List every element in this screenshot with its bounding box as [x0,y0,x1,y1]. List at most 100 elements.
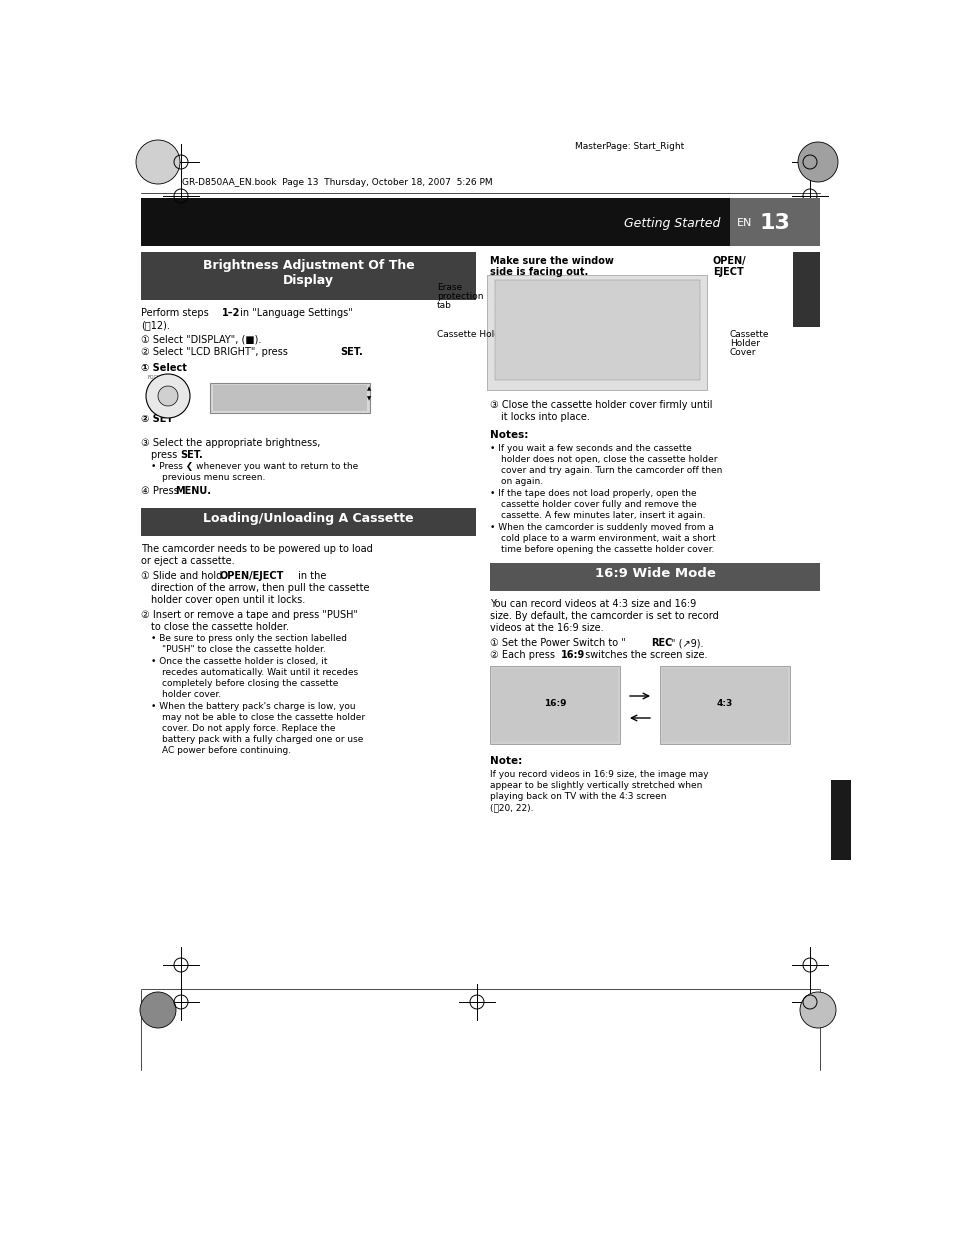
Text: Notes:: Notes: [490,430,528,440]
Text: ▼: ▼ [367,396,371,401]
Text: • Press ❮ whenever you want to return to the: • Press ❮ whenever you want to return to… [151,462,358,471]
Bar [141,198,820,246]
Text: it locks into place.: it locks into place. [500,412,589,422]
Bar [729,198,820,246]
Text: playing back on TV with the 4:3 screen: playing back on TV with the 4:3 screen [490,792,666,802]
Text: EJECT: EJECT [712,267,743,277]
Text: Holder: Holder [729,338,760,348]
Text: OPEN/: OPEN/ [712,256,746,266]
Text: AC power before continuing.: AC power before continuing. [162,746,291,755]
Text: FOCUS: FOCUS [148,375,164,380]
Text: ② Insert or remove a tape and press "PUSH": ② Insert or remove a tape and press "PUS… [141,610,357,620]
Bar [141,252,476,300]
Text: 16:9: 16:9 [543,699,566,709]
Text: holder cover.: holder cover. [162,690,221,699]
Bar [486,275,706,390]
Text: 16:9: 16:9 [560,650,584,659]
Text: • If you wait a few seconds and the cassette: • If you wait a few seconds and the cass… [490,445,691,453]
Text: Perform steps: Perform steps [141,308,212,317]
Text: 4:3: 4:3 [716,699,732,709]
Text: MasterPage: Start_Right: MasterPage: Start_Right [575,142,683,151]
Text: The camcorder needs to be powered up to load: The camcorder needs to be powered up to … [141,543,373,555]
Text: ② Select "LCD BRIGHT", press: ② Select "LCD BRIGHT", press [141,347,291,357]
Text: videos at the 16:9 size.: videos at the 16:9 size. [490,622,603,634]
Circle shape [140,992,175,1028]
Bar [492,668,618,742]
Bar [830,781,850,860]
Text: size. By default, the camcorder is set to record: size. By default, the camcorder is set t… [490,611,718,621]
Text: SET.: SET. [339,347,362,357]
Circle shape [797,142,837,182]
Text: Display: Display [283,274,334,287]
Text: Make sure the window: Make sure the window [490,256,613,266]
Bar [659,666,789,743]
Text: • When the battery pack's charge is low, you: • When the battery pack's charge is low,… [151,701,355,711]
Text: in "Language Settings": in "Language Settings" [236,308,353,317]
Text: Cover: Cover [729,348,756,357]
Text: OPEN/EJECT: OPEN/EJECT [220,571,284,580]
Text: in the: in the [294,571,326,580]
Text: " (↗9).: " (↗9). [670,638,702,648]
Text: ③ Close the cassette holder cover firmly until: ③ Close the cassette holder cover firmly… [490,400,712,410]
Bar [661,668,787,742]
Text: Getting Started: Getting Started [623,216,720,230]
Text: 1–2: 1–2 [222,308,240,317]
Text: protection: protection [436,291,483,301]
Bar [210,383,370,412]
Text: ① Set the Power Switch to ": ① Set the Power Switch to " [490,638,625,648]
Text: cover and try again. Turn the camcorder off then: cover and try again. Turn the camcorder … [500,466,721,475]
Text: • If the tape does not load properly, open the: • If the tape does not load properly, op… [490,489,696,498]
Text: cassette. A few minutes later, insert it again.: cassette. A few minutes later, insert it… [500,511,705,520]
Text: press: press [151,450,180,459]
Text: REC: REC [650,638,672,648]
Text: Loading/Unloading A Cassette: Loading/Unloading A Cassette [203,513,414,525]
Text: Erase: Erase [436,283,461,291]
Text: GR-D850AA_EN.book  Page 13  Thursday, October 18, 2007  5:26 PM: GR-D850AA_EN.book Page 13 Thursday, Octo… [182,178,492,186]
Circle shape [146,374,190,417]
Text: ENGLISH: ENGLISH [836,803,844,836]
Text: battery pack with a fully charged one or use: battery pack with a fully charged one or… [162,735,363,743]
Text: ① Slide and hold: ① Slide and hold [141,571,225,580]
Text: or eject a cassette.: or eject a cassette. [141,556,234,566]
Text: holder cover open until it locks.: holder cover open until it locks. [151,595,305,605]
Text: (ↇ20, 22).: (ↇ20, 22). [490,803,533,811]
Text: may not be able to close the cassette holder: may not be able to close the cassette ho… [162,713,365,722]
Bar [490,563,820,592]
Text: LCD BRIGHT: LCD BRIGHT [220,388,283,398]
Text: previous menu screen.: previous menu screen. [162,473,265,482]
Text: • Be sure to press only the section labelled: • Be sure to press only the section labe… [151,634,347,643]
Text: recedes automatically. Wait until it recedes: recedes automatically. Wait until it rec… [162,668,357,677]
Text: side is facing out.: side is facing out. [490,267,588,277]
Bar [490,666,619,743]
Text: "PUSH" to close the cassette holder.: "PUSH" to close the cassette holder. [162,645,325,655]
Bar [141,508,476,536]
Text: • When the camcorder is suddenly moved from a: • When the camcorder is suddenly moved f… [490,522,713,532]
Circle shape [800,992,835,1028]
Text: tab: tab [436,301,452,310]
Text: direction of the arrow, then pull the cassette: direction of the arrow, then pull the ca… [151,583,369,593]
Text: appear to be slightly vertically stretched when: appear to be slightly vertically stretch… [490,781,701,790]
Text: cold place to a warm environment, wait a short: cold place to a warm environment, wait a… [500,534,715,543]
Text: ① Select: ① Select [141,363,187,373]
Text: cassette holder cover fully and remove the: cassette holder cover fully and remove t… [500,500,696,509]
Text: time before opening the cassette holder cover.: time before opening the cassette holder … [500,545,714,555]
Text: 13: 13 [760,212,790,233]
Text: on again.: on again. [500,477,542,487]
Text: If you record videos in 16:9 size, the image may: If you record videos in 16:9 size, the i… [490,769,708,779]
Circle shape [136,140,180,184]
Text: MENU.: MENU. [174,487,211,496]
Text: cover. Do not apply force. Replace the: cover. Do not apply force. Replace the [162,724,335,734]
Text: ±0: ±0 [339,388,355,398]
Text: ① Select "DISPLAY", (■).: ① Select "DISPLAY", (■). [141,335,261,345]
Text: (ↇ12).: (ↇ12). [141,320,170,330]
Text: switches the screen size.: switches the screen size. [581,650,707,659]
Text: SET.: SET. [180,450,203,459]
Text: ④ Press: ④ Press [141,487,182,496]
Text: ▲: ▲ [367,387,371,391]
Circle shape [158,387,178,406]
Text: completely before closing the cassette: completely before closing the cassette [162,679,338,688]
Text: Note:: Note: [490,756,521,766]
Text: You can record videos at 4:3 size and 16:9: You can record videos at 4:3 size and 16… [490,599,696,609]
Bar [213,385,367,411]
Text: EN: EN [737,219,752,228]
